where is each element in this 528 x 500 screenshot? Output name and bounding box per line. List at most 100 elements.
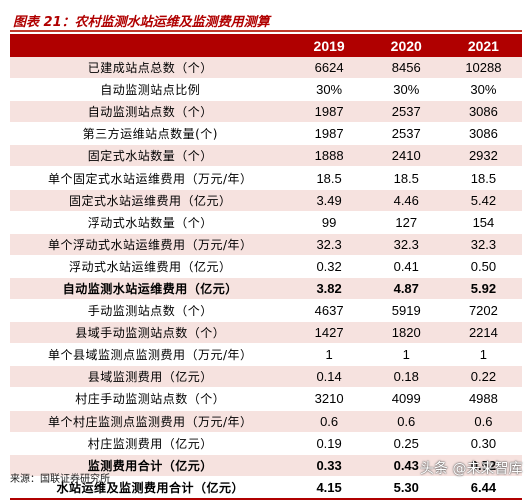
header-year-2021: 2021 [444, 34, 522, 57]
value-cell-2019: 4.15 [290, 476, 368, 500]
row-label: 固定式水站数量（个） [10, 144, 291, 168]
value-cell-2020: 5919 [367, 299, 445, 323]
value-cell-2021: 0.52 [444, 454, 522, 477]
table-row: 浮动式水站运维费用（亿元） 0.32 0.41 0.50 [10, 255, 522, 278]
value-cell-2020: 4099 [367, 387, 445, 411]
value-cell-2019: 1427 [290, 321, 368, 345]
table-row: 第三方运维站点数量(个) 1987 2537 3086 [10, 122, 522, 146]
row-label: 单个村庄监测点监测费用（万元/年） [10, 410, 291, 433]
row-label: 村庄手动监测站点数（个） [10, 387, 291, 411]
table-row: 单个浮动式水站运维费用（万元/年） 32.3 32.3 32.3 [10, 233, 522, 256]
value-cell-2020: 0.41 [367, 255, 445, 278]
table-row: 村庄监测费用（亿元） 0.19 0.25 0.30 [10, 432, 522, 455]
row-label: 单个固定式水站运维费用（万元/年） [10, 166, 291, 190]
value-cell-2021: 0.6 [444, 410, 522, 433]
value-cell-2020: 18.5 [367, 166, 445, 190]
value-cell-2021: 0.30 [444, 432, 522, 455]
value-cell-2019: 0.14 [290, 365, 368, 389]
value-cell-2021: 32.3 [444, 233, 522, 256]
value-cell-2019: 4637 [290, 299, 368, 323]
value-cell-2021: 154 [444, 211, 522, 234]
value-cell-2020: 32.3 [367, 233, 445, 256]
value-cell-2021: 5.92 [444, 277, 522, 301]
row-label: 固定式水站运维费用（亿元） [10, 189, 291, 212]
value-cell-2019: 32.3 [290, 233, 368, 256]
value-cell-2019: 3210 [290, 387, 368, 411]
table-row: 固定式水站数量（个） 1888 2410 2932 [10, 144, 522, 168]
table-row: 单个村庄监测点监测费用（万元/年） 0.6 0.6 0.6 [10, 410, 522, 433]
value-cell-2019: 3.82 [290, 277, 368, 301]
value-cell-2020: 30% [367, 78, 445, 102]
value-cell-2019: 30% [290, 78, 368, 102]
value-cell-2020: 5.30 [367, 476, 445, 500]
value-cell-2020: 0.6 [367, 410, 445, 433]
value-cell-2021: 7202 [444, 299, 522, 323]
table-row: 县域手动监测站点数（个） 1427 1820 2214 [10, 321, 522, 345]
value-cell-2019: 0.6 [290, 410, 368, 433]
value-cell-2021: 18.5 [444, 166, 522, 190]
row-label: 已建成站点总数（个） [10, 57, 291, 80]
table-row: 监测费用合计（亿元） 0.33 0.43 0.52 [10, 454, 522, 477]
value-cell-2019: 1888 [290, 144, 368, 168]
value-cell-2019: 0.33 [290, 454, 368, 477]
row-label: 县域监测费用（亿元） [10, 365, 291, 389]
row-label: 监测费用合计（亿元） [10, 454, 291, 477]
title-bar: 图表 21：农村监测水站运维及监测费用测算 [10, 8, 522, 32]
row-label: 手动监测站点数（个） [10, 299, 291, 323]
row-label: 村庄监测费用（亿元） [10, 432, 291, 455]
table-row: 手动监测站点数（个） 4637 5919 7202 [10, 299, 522, 323]
value-cell-2021: 30% [444, 78, 522, 102]
value-cell-2019: 18.5 [290, 166, 368, 190]
value-cell-2021: 5.42 [444, 189, 522, 212]
watermark: 头条 @未来智库 [420, 458, 522, 478]
table-row: 固定式水站运维费用（亿元） 3.49 4.46 5.42 [10, 189, 522, 212]
value-cell-2021: 3086 [444, 122, 522, 146]
value-cell-2020: 2537 [367, 122, 445, 146]
header-year-2020: 2020 [367, 34, 445, 57]
header-year-2019: 2019 [290, 34, 368, 57]
value-cell-2019: 3.49 [290, 189, 368, 212]
row-label: 单个浮动式水站运维费用（万元/年） [10, 233, 291, 256]
value-cell-2019: 1987 [290, 100, 368, 124]
row-label: 自动监测站点数（个） [10, 100, 291, 124]
value-cell-2020: 0.25 [367, 432, 445, 455]
table-row: 单个县域监测点监测费用（万元/年） 1 1 1 [10, 343, 522, 367]
header-label-cell [10, 34, 291, 57]
value-cell-2021: 0.50 [444, 255, 522, 278]
value-cell-2020: 8456 [367, 57, 445, 80]
value-cell-2020: 2537 [367, 100, 445, 124]
value-cell-2021: 2214 [444, 321, 522, 345]
figure-title: 图表 21：农村监测水站运维及监测费用测算 [13, 15, 270, 30]
value-cell-2019: 0.19 [290, 432, 368, 455]
table-body: 已建成站点总数（个） 6624 8456 10288 自动监测站点比例 30% 30% 30%… [10, 57, 522, 500]
row-label: 浮动式水站运维费用（亿元） [10, 255, 291, 278]
value-cell-2021: 4988 [444, 387, 522, 411]
value-cell-2020: 1820 [367, 321, 445, 345]
table-row: 浮动式水站数量（个） 99 127 154 [10, 211, 522, 234]
row-label: 县域手动监测站点数（个） [10, 321, 291, 345]
value-cell-2020: 4.46 [367, 189, 445, 212]
row-label: 第三方运维站点数量(个) [10, 122, 291, 146]
table-row: 已建成站点总数（个） 6624 8456 10288 [10, 57, 522, 80]
table-row: 自动监测水站运维费用（亿元） 3.82 4.87 5.92 [10, 277, 522, 301]
value-cell-2021: 2932 [444, 144, 522, 168]
value-cell-2021: 10288 [444, 57, 522, 80]
cost-table: 2019 2020 2021 已建成站点总数（个） 6624 8456 10288 自动… [10, 34, 522, 500]
row-label: 自动监测站点比例 [10, 78, 291, 102]
value-cell-2020: 4.87 [367, 277, 445, 301]
row-label: 单个县域监测点监测费用（万元/年） [10, 343, 291, 367]
value-cell-2020: 0.43 [367, 454, 445, 477]
table-row: 自动监测站点比例 30% 30% 30% [10, 78, 522, 102]
value-cell-2021: 1 [444, 343, 522, 367]
table-row: 单个固定式水站运维费用（万元/年） 18.5 18.5 18.5 [10, 166, 522, 190]
table-row: 自动监测站点数（个） 1987 2537 3086 [10, 100, 522, 124]
table-row: 村庄手动监测站点数（个） 3210 4099 4988 [10, 387, 522, 411]
value-cell-2020: 1 [367, 343, 445, 367]
value-cell-2020: 2410 [367, 144, 445, 168]
value-cell-2021: 3086 [444, 100, 522, 124]
value-cell-2019: 0.32 [290, 255, 368, 278]
value-cell-2019: 6624 [290, 57, 368, 80]
value-cell-2019: 1 [290, 343, 368, 367]
value-cell-2020: 127 [367, 211, 445, 234]
value-cell-2021: 6.44 [444, 476, 522, 500]
